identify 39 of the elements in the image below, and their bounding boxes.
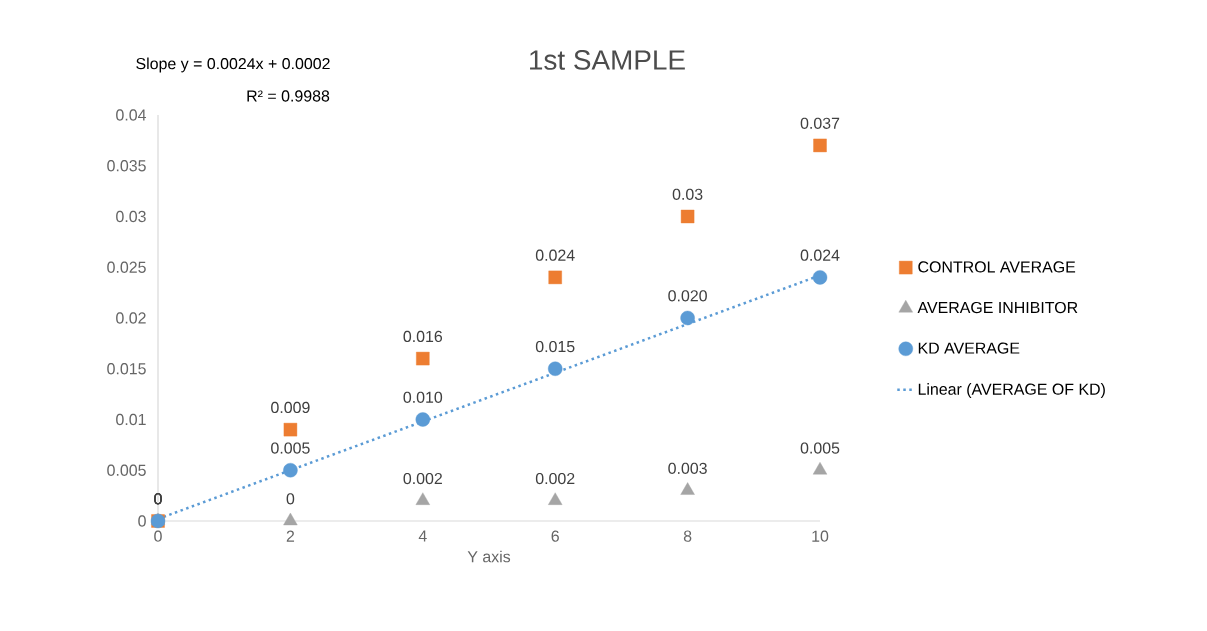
y-tick-label: 0.025 [107,261,146,273]
y-tick-label: 0.005 [107,464,146,476]
x-axis-title: Y axis [467,550,511,563]
text: Slope y = 0.0024x + 0.0002 [136,57,330,73]
y-tick-label: 0.03 [116,210,146,223]
data-label: 0.016 [403,330,443,343]
x-tick-label: 0 [154,530,162,542]
data-label: 0.003 [668,462,707,475]
legend-label: KD AVERAGE [918,342,1020,354]
data-label: 0.005 [800,442,840,454]
legend-label: Linear (AVERAGE OF KD) [918,383,1105,398]
data-label: 0.015 [535,340,575,353]
data-label: 0.002 [403,472,442,485]
y-tick-label: 0.035 [107,160,146,172]
data-label: 0.024 [535,249,575,261]
y-tick-label: 0 [138,515,146,527]
text: R² = 0.9988 [247,90,330,102]
legend-label: AVERAGE INHIBITOR [917,301,1078,314]
x-tick-label: 4 [418,530,427,542]
y-tick-label: 0.01 [116,413,146,426]
y-tick-label: 0.015 [107,363,146,375]
legend-label: CONTROL AVERAGE [918,261,1076,273]
x-tick-label: 8 [683,530,692,542]
data-label: 0.037 [800,117,840,129]
y-tick-label: 0.02 [116,312,146,324]
data-label: 0 [154,493,162,505]
data-label: 0.020 [668,290,707,302]
data-label: 0.002 [535,472,575,485]
x-tick-label: 10 [812,530,829,542]
x-tick-label: 6 [551,530,559,542]
data-label: 0.009 [271,401,310,414]
data-label: 0.024 [800,249,840,261]
data-label: 0.03 [672,188,703,200]
x-tick-label: 2 [286,530,295,542]
data-label: 0 [286,493,295,505]
data-label: 0.010 [403,391,443,403]
data-label: 0.005 [271,442,310,454]
y-tick-label: 0.04 [116,109,147,121]
chart-title: 1st SAMPLE [530,50,685,70]
